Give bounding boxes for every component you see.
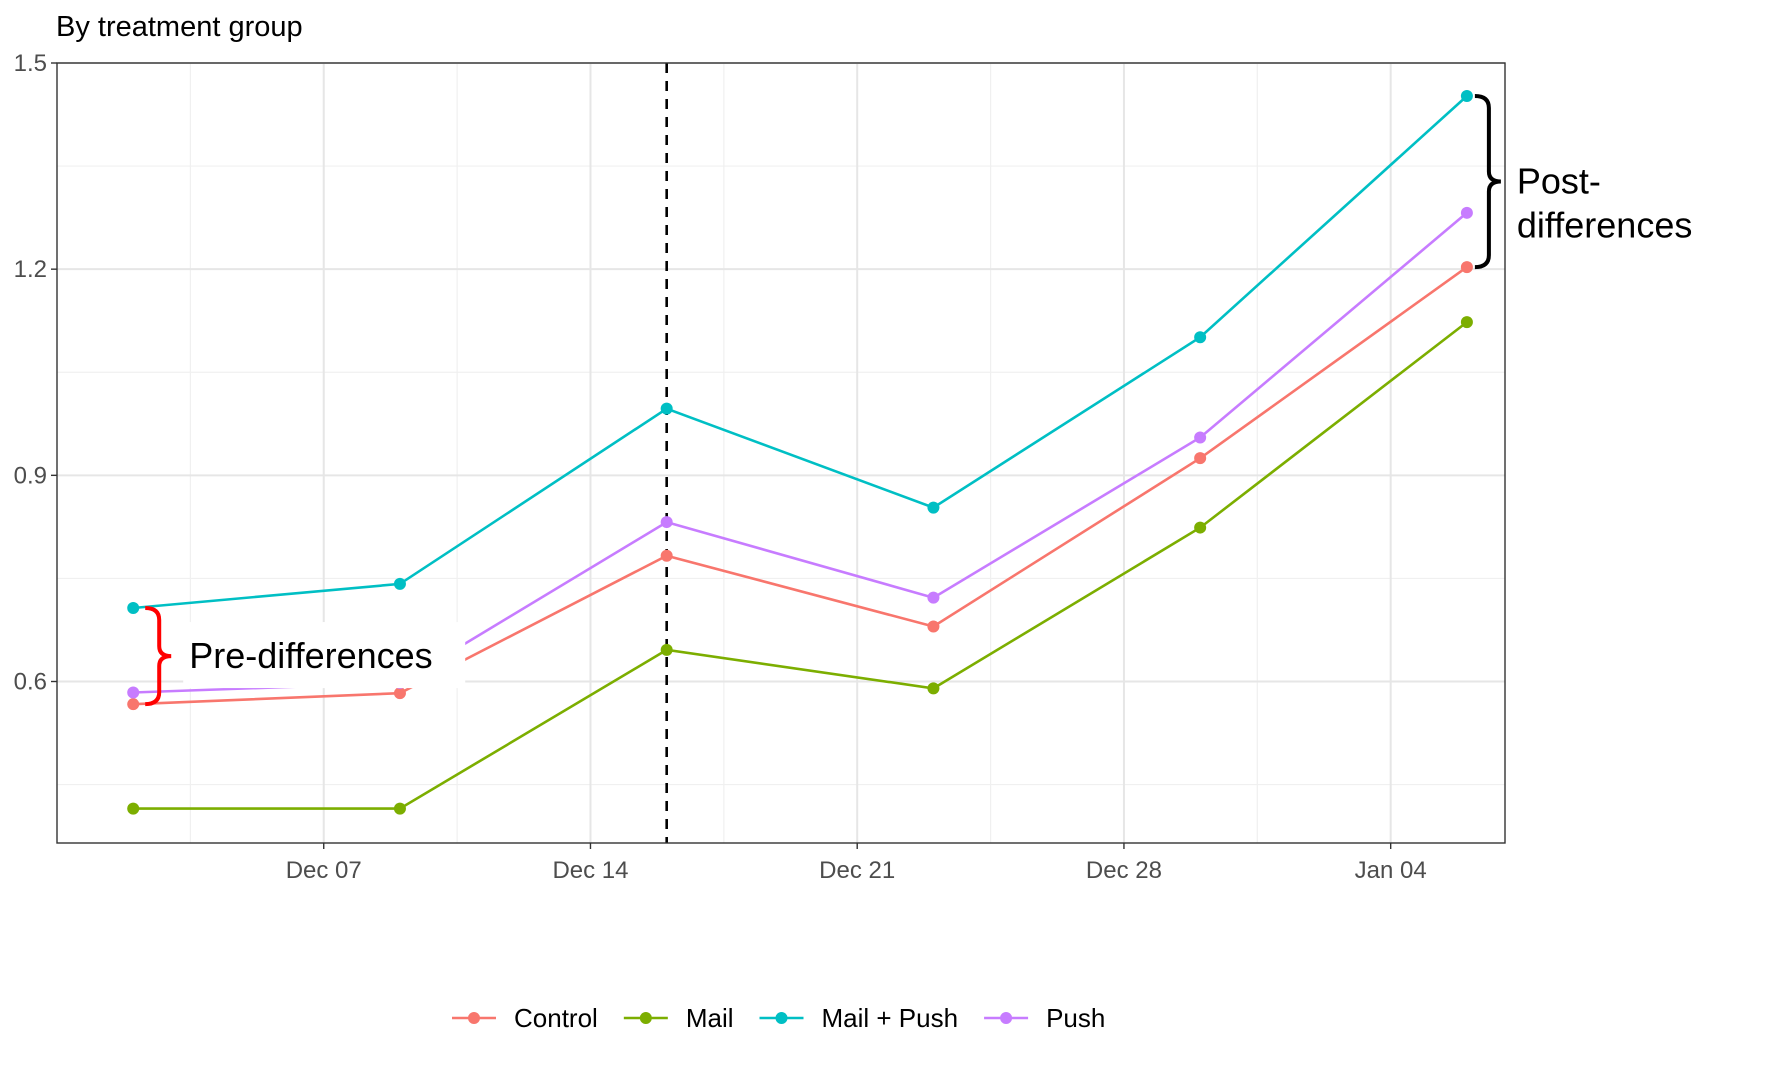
series-line-control (133, 266, 1468, 706)
data-point-control (660, 549, 673, 562)
data-point-mail (927, 682, 940, 695)
data-point-push (127, 686, 140, 699)
annotations: Pre-differences Post-differences (145, 93, 1721, 707)
data-point-mail-push (393, 577, 406, 590)
x-tick-label: Dec 21 (819, 857, 895, 884)
series-line-mail-push (133, 95, 1468, 610)
data-point-control (393, 687, 406, 700)
data-point-push (927, 591, 940, 604)
data-point-control (1460, 261, 1473, 274)
series-line-mail (133, 321, 1468, 810)
y-tick-label: 0.6 (14, 669, 47, 696)
post-differences-label-line: differences (1517, 205, 1692, 246)
data-point-mail-push (127, 601, 140, 614)
legend-label-mail-push: Mail + Push (822, 1003, 959, 1033)
legend-key-point-push (1000, 1012, 1013, 1024)
legend-label-mail: Mail (686, 1003, 734, 1033)
data-point-push (660, 516, 673, 529)
y-tick-label: 0.9 (14, 462, 47, 489)
legend-key-point-mail-push (775, 1012, 788, 1024)
x-axis-tick-labels: Dec 07 Dec 14 Dec 21 Dec 28 Jan 04 (286, 843, 1427, 884)
data-point-mail (1194, 521, 1207, 534)
data-point-control (127, 698, 140, 711)
y-axis-tick-labels: 0.6 0.9 1.2 1.5 (14, 50, 57, 696)
series-lines (127, 89, 1473, 815)
legend-label-push: Push (1046, 1003, 1105, 1033)
data-point-control (1194, 452, 1207, 465)
data-point-mail-push (927, 501, 940, 514)
data-point-mail (660, 643, 673, 656)
y-tick-label: 1.2 (14, 256, 47, 283)
data-point-mail (127, 802, 140, 815)
data-point-control (927, 620, 940, 633)
data-point-mail-push (1194, 331, 1207, 344)
y-tick-label: 1.5 (14, 50, 47, 77)
legend-key-point-mail (639, 1012, 652, 1024)
post-differences-label-line: Post- (1517, 161, 1601, 202)
legend-key-point-control (468, 1012, 480, 1024)
x-tick-label: Dec 28 (1086, 857, 1162, 884)
post-differences-brace (1474, 93, 1501, 270)
chart-subtitle: By treatment group (56, 11, 303, 43)
data-point-mail-push (660, 402, 673, 415)
plot-panel-border (56, 62, 1506, 844)
data-point-push (1194, 431, 1207, 444)
post-differences-label-background (1510, 141, 1721, 242)
x-tick-label: Dec 14 (552, 857, 628, 884)
x-tick-label: Dec 07 (286, 857, 362, 884)
legend-label-control: Control (514, 1003, 598, 1033)
data-point-mail (393, 802, 406, 815)
plot-background (57, 63, 1505, 843)
data-point-mail-push (1460, 89, 1473, 102)
data-point-push (1460, 206, 1473, 219)
legend: Control Mail Mail + Push Push (452, 1003, 1105, 1033)
data-point-mail (1460, 316, 1473, 329)
x-tick-label: Jan 04 (1355, 857, 1427, 884)
pre-differences-label-background (183, 622, 466, 689)
pre-differences-label: Pre-differences (189, 635, 432, 676)
